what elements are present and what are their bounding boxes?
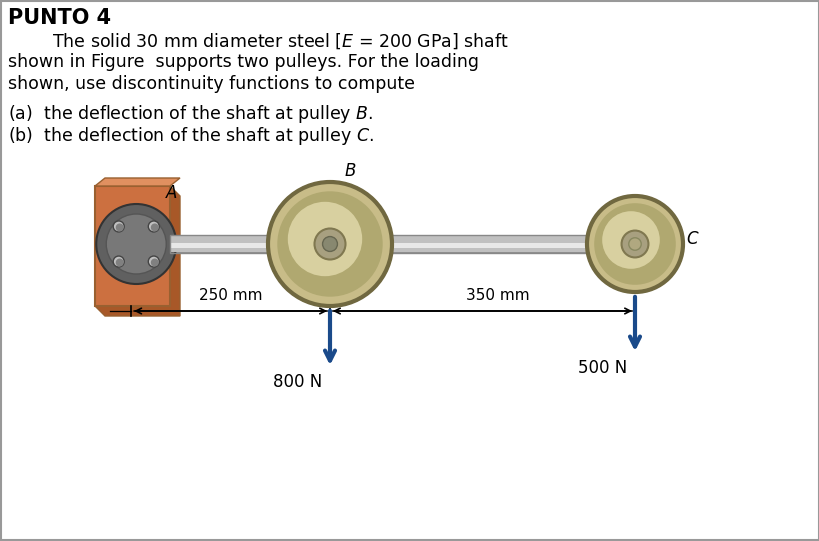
Circle shape <box>586 196 682 292</box>
Text: 500 N: 500 N <box>577 359 627 377</box>
Circle shape <box>322 236 337 252</box>
Circle shape <box>601 211 659 269</box>
Circle shape <box>268 182 391 306</box>
Circle shape <box>151 259 159 267</box>
Circle shape <box>314 228 345 260</box>
Bar <box>95 186 170 306</box>
Polygon shape <box>95 186 180 316</box>
Text: 800 N: 800 N <box>273 373 322 391</box>
Bar <box>170 235 659 253</box>
Text: (b)  the deflection of the shaft at pulley $C$.: (b) the deflection of the shaft at pulle… <box>8 125 373 147</box>
Circle shape <box>621 230 648 258</box>
Circle shape <box>96 204 176 284</box>
Bar <box>170 243 659 248</box>
Polygon shape <box>95 178 180 186</box>
Text: PUNTO 4: PUNTO 4 <box>8 8 111 28</box>
Text: 350 mm: 350 mm <box>465 288 529 303</box>
Text: shown in Figure  supports two pulleys. For the loading: shown in Figure supports two pulleys. Fo… <box>8 53 478 71</box>
Text: shown, use discontinuity functions to compute: shown, use discontinuity functions to co… <box>8 75 414 93</box>
Circle shape <box>277 192 382 296</box>
Circle shape <box>148 256 159 267</box>
Circle shape <box>594 203 675 285</box>
Circle shape <box>287 202 362 276</box>
Text: 250 mm: 250 mm <box>199 288 262 303</box>
Text: B: B <box>345 162 356 180</box>
Circle shape <box>115 259 124 267</box>
Circle shape <box>115 223 124 232</box>
Text: The solid 30 mm diameter steel [$E$ = 200 GPa] shaft: The solid 30 mm diameter steel [$E$ = 20… <box>8 31 509 50</box>
Circle shape <box>106 214 166 274</box>
Circle shape <box>628 237 640 250</box>
Bar <box>170 236 659 252</box>
Text: C: C <box>686 230 697 248</box>
Circle shape <box>113 221 124 232</box>
Bar <box>170 235 659 253</box>
Circle shape <box>151 223 159 232</box>
Circle shape <box>148 221 159 232</box>
Text: A: A <box>166 184 178 202</box>
Circle shape <box>113 256 124 267</box>
Text: (a)  the deflection of the shaft at pulley $B$.: (a) the deflection of the shaft at pulle… <box>8 103 373 125</box>
